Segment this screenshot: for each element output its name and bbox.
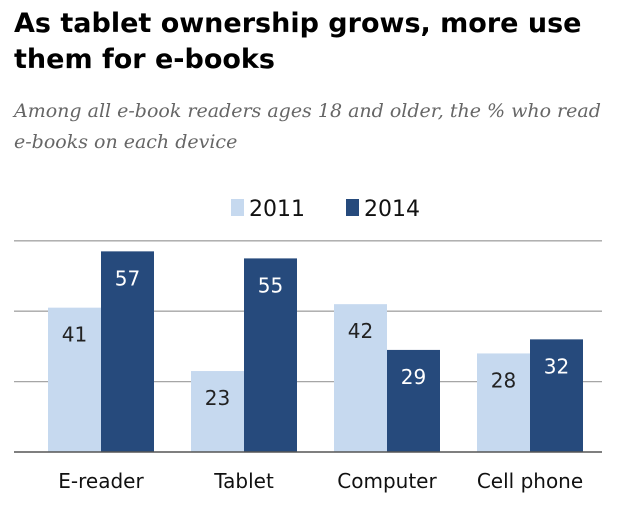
legend-swatch-2011 xyxy=(231,199,244,216)
x-tick-label-cell-phone: Cell phone xyxy=(477,469,583,493)
chart-subtitle: Among all e-book readers ages 18 and old… xyxy=(14,100,601,153)
data-label-cell-phone-2011: 28 xyxy=(491,368,516,392)
data-label-computer-2014: 29 xyxy=(401,365,426,389)
data-label-computer-2011: 42 xyxy=(348,319,373,343)
bar-tablet-2011 xyxy=(191,371,244,452)
data-label-tablet-2014: 55 xyxy=(258,273,283,297)
data-label-e-reader-2014: 57 xyxy=(115,266,140,290)
bar-cell-phone-2011 xyxy=(477,353,530,452)
bar-tablet-2014 xyxy=(244,258,297,452)
bar-e-reader-2011 xyxy=(48,307,101,452)
legend-label-2011: 2011 xyxy=(249,197,305,222)
data-label-cell-phone-2014: 32 xyxy=(544,354,569,378)
data-labels: 41 57 23 55 42 29 28 32 xyxy=(62,266,569,410)
x-tick-label-computer: Computer xyxy=(337,469,437,493)
x-tick-label-e-reader: E-reader xyxy=(58,469,144,493)
x-tick-labels: E-reader Tablet Computer Cell phone xyxy=(58,469,583,493)
bar-computer-2014 xyxy=(387,349,440,452)
bar-computer-2011 xyxy=(334,304,387,452)
legend-label-2014: 2014 xyxy=(364,197,420,222)
legend: 2011 2014 xyxy=(231,197,420,222)
bars xyxy=(48,251,583,452)
bar-cell-phone-2014 xyxy=(530,339,583,452)
x-tick-label-tablet: Tablet xyxy=(213,469,274,493)
legend-swatch-2014 xyxy=(346,199,359,216)
bar-e-reader-2014 xyxy=(101,251,154,452)
data-label-tablet-2011: 23 xyxy=(205,386,230,410)
chart-title: As tablet ownership grows, more use them… xyxy=(14,8,582,75)
data-label-e-reader-2011: 41 xyxy=(62,323,87,347)
